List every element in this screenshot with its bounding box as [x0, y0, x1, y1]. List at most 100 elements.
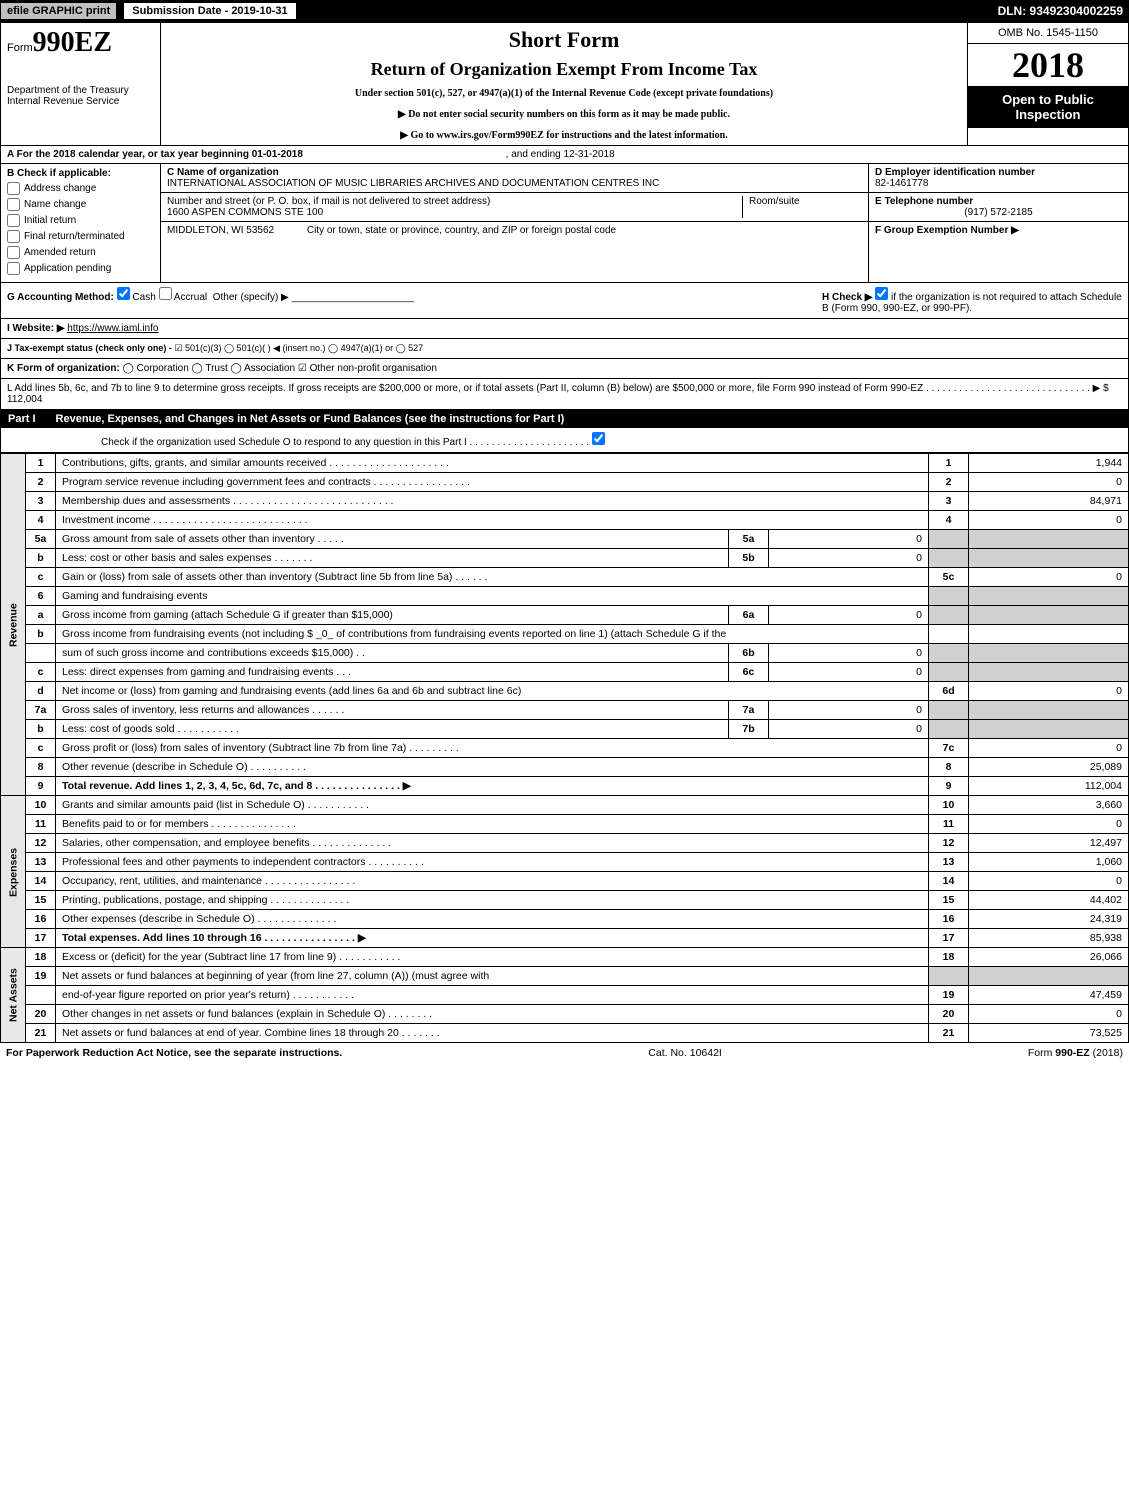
line-number [26, 644, 56, 663]
applicable-checkbox[interactable] [7, 198, 20, 211]
line-num-right: 17 [929, 929, 969, 948]
line-desc: Occupancy, rent, utilities, and maintena… [56, 872, 929, 891]
line-desc: Professional fees and other payments to … [56, 853, 929, 872]
line-num-right: 8 [929, 758, 969, 777]
line-amount: 26,066 [969, 948, 1129, 967]
j-row: J Tax-exempt status (check only one) - ☑… [0, 339, 1129, 359]
f-label: F Group Exemption Number ▶ [875, 225, 1019, 236]
applicable-checkbox[interactable] [7, 230, 20, 243]
cash-checkbox[interactable] [117, 287, 130, 300]
applicable-checkbox[interactable] [7, 262, 20, 275]
table-row: 15Printing, publications, postage, and s… [1, 891, 1129, 910]
part1-check-row: Check if the organization used Schedule … [0, 428, 1129, 453]
line-num-right: 15 [929, 891, 969, 910]
check-applicable-col: B Check if applicable: Address changeNam… [1, 164, 161, 282]
table-row: 17Total expenses. Add lines 10 through 1… [1, 929, 1129, 948]
table-row: cGain or (loss) from sale of assets othe… [1, 568, 1129, 587]
line-desc: Gain or (loss) from sale of assets other… [56, 568, 929, 587]
check-item: Amended return [7, 246, 154, 259]
line-amount: 0 [969, 815, 1129, 834]
line-number: 3 [26, 492, 56, 511]
line-num-right: 13 [929, 853, 969, 872]
check-label: Name change [24, 199, 86, 210]
applicable-checkbox[interactable] [7, 182, 20, 195]
line-a-row: A For the 2018 calendar year, or tax yea… [0, 146, 1129, 164]
c-label: C Name of organization [167, 167, 279, 178]
shaded-cell [929, 663, 969, 682]
line-num-right: 6d [929, 682, 969, 701]
applicable-checkbox[interactable] [7, 246, 20, 259]
table-row: 2Program service revenue including gover… [1, 473, 1129, 492]
check-label: Initial return [24, 215, 76, 226]
open-to-public: Open to Public Inspection [968, 86, 1128, 128]
org-info-block: B Check if applicable: Address changeNam… [0, 164, 1129, 283]
line-desc: Gross profit or (loss) from sales of inv… [56, 739, 929, 758]
line-num-right: 20 [929, 1005, 969, 1024]
line-desc: Total expenses. Add lines 10 through 16 … [56, 929, 929, 948]
sub-amount: 0 [769, 530, 929, 549]
line-desc: sum of such gross income and contributio… [56, 644, 729, 663]
table-row: 19Net assets or fund balances at beginni… [1, 967, 1129, 986]
dln: DLN: 93492304002259 [998, 4, 1129, 18]
footer-left: For Paperwork Reduction Act Notice, see … [6, 1047, 342, 1059]
section-side-label: Expenses [1, 796, 26, 948]
e-label: E Telephone number [875, 196, 973, 207]
line-number: c [26, 663, 56, 682]
line-number: 21 [26, 1024, 56, 1043]
footer-right: Form 990-EZ (2018) [1028, 1047, 1123, 1059]
top-bar: efile GRAPHIC print Submission Date - 20… [0, 0, 1129, 22]
part1-checkbox[interactable] [592, 432, 605, 445]
sub-amount: 0 [769, 720, 929, 739]
line-amount: 85,938 [969, 929, 1129, 948]
line-desc: Net income or (loss) from gaming and fun… [56, 682, 929, 701]
title-cell: Short Form Return of Organization Exempt… [161, 23, 968, 145]
line-num-right: 16 [929, 910, 969, 929]
line-number: c [26, 739, 56, 758]
line-number: 5a [26, 530, 56, 549]
line-amount: 25,089 [969, 758, 1129, 777]
line-amount: 0 [969, 739, 1129, 758]
table-row: 5aGross amount from sale of assets other… [1, 530, 1129, 549]
k-opts: ◯ Corporation ◯ Trust ◯ Association ☑ Ot… [123, 363, 437, 374]
form-prefix: Form [7, 42, 33, 54]
line-num-right: 21 [929, 1024, 969, 1043]
line-desc: Other expenses (describe in Schedule O) … [56, 910, 929, 929]
line-amount: 47,459 [969, 986, 1129, 1005]
efile-print-button[interactable]: efile GRAPHIC print [0, 2, 117, 20]
ein-phone-col: D Employer identification number 82-1461… [868, 164, 1128, 282]
shaded-cell [929, 967, 969, 986]
shaded-cell [969, 701, 1129, 720]
line-desc: Less: cost of goods sold . . . . . . . .… [56, 720, 729, 739]
shaded-cell [929, 701, 969, 720]
sub-line-num: 5a [729, 530, 769, 549]
website-link[interactable]: https://www.iaml.info [67, 323, 158, 334]
shaded-cell [969, 967, 1129, 986]
table-row: bGross income from fundraising events (n… [1, 625, 1129, 644]
line-num-right: 12 [929, 834, 969, 853]
line-amount: 0 [969, 1005, 1129, 1024]
sub-amount: 0 [769, 549, 929, 568]
line-amount: 84,971 [969, 492, 1129, 511]
line-desc: Net assets or fund balances at beginning… [56, 967, 929, 986]
section-side-label: Revenue [1, 454, 26, 796]
table-row: 20Other changes in net assets or fund ba… [1, 1005, 1129, 1024]
city-label: City or town, state or province, country… [307, 225, 616, 236]
shaded-cell [929, 720, 969, 739]
street: 1600 ASPEN COMMONS STE 100 [167, 207, 323, 218]
table-row: Net Assets18Excess or (deficit) for the … [1, 948, 1129, 967]
shaded-cell [929, 606, 969, 625]
table-row: end-of-year figure reported on prior yea… [1, 986, 1129, 1005]
line-desc: Total revenue. Add lines 1, 2, 3, 4, 5c,… [56, 777, 929, 796]
table-row: 8Other revenue (describe in Schedule O) … [1, 758, 1129, 777]
l-row: L Add lines 5b, 6c, and 7b to line 9 to … [0, 379, 1129, 410]
h-checkbox[interactable] [875, 287, 888, 300]
accrual-checkbox[interactable] [159, 287, 172, 300]
table-row: dNet income or (loss) from gaming and fu… [1, 682, 1129, 701]
accrual-label: Accrual [174, 292, 207, 303]
line-desc: Membership dues and assessments . . . . … [56, 492, 929, 511]
omb-number: OMB No. 1545-1150 [968, 23, 1128, 44]
applicable-checkbox[interactable] [7, 214, 20, 227]
line-a-text: A For the 2018 calendar year, or tax yea… [7, 149, 303, 160]
table-row: Revenue1Contributions, gifts, grants, an… [1, 454, 1129, 473]
form-number: Form990EZ [7, 27, 154, 59]
